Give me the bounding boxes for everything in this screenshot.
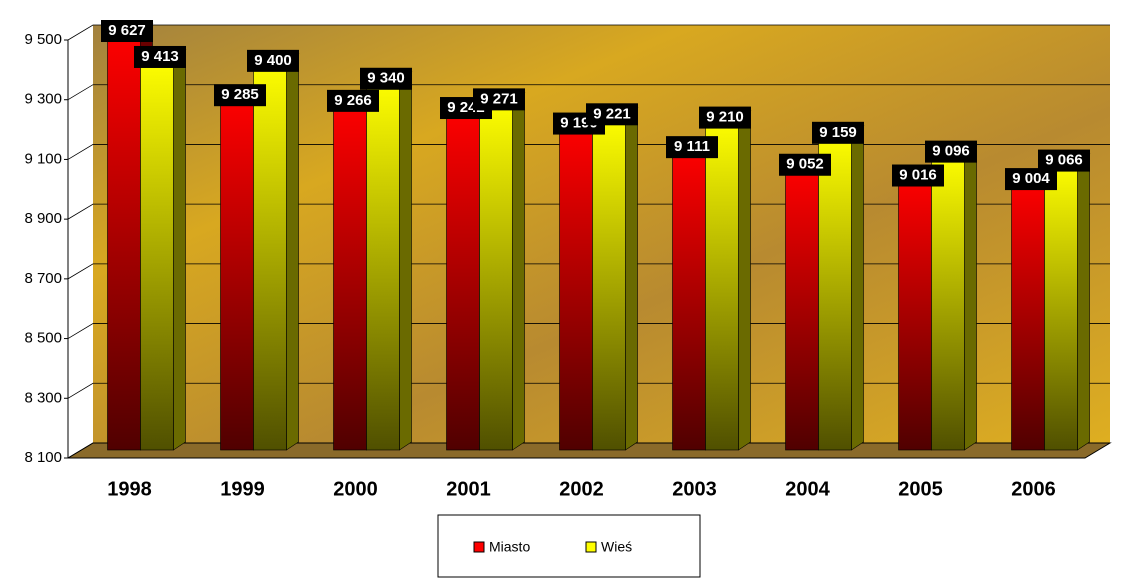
bar	[1043, 153, 1091, 451]
y-tick-label: 9 500	[24, 31, 62, 48]
data-label-bg	[779, 153, 831, 176]
data-label: 9 016	[899, 166, 937, 183]
data-label-bg	[699, 106, 751, 129]
bar	[704, 110, 752, 451]
bar	[930, 144, 978, 451]
grid-line	[67, 24, 1110, 41]
bar-side	[964, 144, 977, 451]
bar-front	[253, 61, 287, 451]
y-tick-label: 9 300	[24, 91, 62, 108]
bar-front	[446, 108, 480, 451]
data-label-bg	[1038, 149, 1090, 172]
data-label-bg	[214, 84, 266, 107]
legend-swatch	[473, 541, 485, 553]
bar-side	[1077, 153, 1090, 451]
x-tick-label: 2002	[559, 478, 604, 500]
data-label: 9 096	[932, 143, 970, 160]
x-tick-label: 2003	[672, 478, 717, 500]
data-label: 9 210	[706, 109, 744, 126]
data-label: 9 340	[367, 70, 405, 87]
data-label-bg	[892, 164, 944, 187]
bar-front	[592, 115, 626, 451]
bar-front	[107, 31, 141, 451]
bar-front	[479, 100, 513, 451]
bar-front	[220, 95, 254, 451]
x-tick-label: 2001	[446, 478, 491, 500]
bar-front	[140, 57, 174, 451]
grid-line	[67, 263, 1110, 280]
bar-front	[1011, 179, 1045, 451]
y-tick-label: 8 700	[24, 270, 62, 287]
data-label: 9 271	[480, 90, 518, 107]
bar	[591, 106, 639, 451]
x-tick-label: 2000	[333, 478, 378, 500]
bar-side	[625, 106, 638, 451]
bar-side	[512, 91, 525, 451]
grid-line	[67, 144, 1110, 160]
data-label-bg	[247, 49, 299, 72]
data-label-bg	[134, 45, 186, 68]
bar	[139, 49, 187, 451]
bar-side	[851, 125, 864, 451]
data-label: 9 052	[786, 156, 824, 173]
bar-front	[333, 101, 367, 451]
data-label-bg	[360, 67, 412, 90]
bar-side	[286, 53, 299, 451]
bar-front	[672, 147, 706, 451]
bar	[365, 71, 413, 451]
data-label-bg	[327, 89, 379, 112]
bar-side	[173, 49, 186, 451]
bars	[106, 23, 1091, 451]
x-tick-label: 2004	[785, 478, 830, 500]
x-tick-label: 1999	[220, 478, 265, 500]
y-tick-label: 8 300	[24, 389, 62, 406]
legend-swatch	[585, 541, 597, 553]
data-label-bg	[101, 20, 153, 42]
grid-line	[67, 84, 1110, 101]
data-label-bg	[473, 88, 525, 111]
data-label-bg	[666, 136, 718, 159]
bar-front	[705, 118, 739, 451]
data-label: 9 285	[221, 86, 259, 103]
bar-front	[1044, 161, 1078, 451]
bar-front	[366, 79, 400, 451]
bar-front	[931, 152, 965, 451]
data-label: 9 266	[334, 92, 372, 109]
data-label: 9 159	[819, 124, 857, 141]
data-label-bg	[925, 140, 977, 163]
data-label-bg	[586, 103, 638, 126]
data-label: 9 066	[1045, 152, 1083, 169]
bar-side	[738, 110, 751, 451]
y-tick-label: 8 500	[24, 330, 62, 347]
data-label: 9 111	[674, 138, 710, 155]
y-tick-label: 8 100	[24, 449, 62, 466]
grid-line	[67, 203, 1110, 220]
grid-line	[67, 382, 1110, 399]
grid-line	[67, 442, 1110, 459]
bar-side	[399, 71, 412, 451]
x-tick-label: 1998	[107, 478, 152, 500]
bar	[252, 53, 300, 451]
bar-front	[785, 165, 819, 451]
data-label: 9 627	[108, 22, 146, 39]
data-label: 9 221	[593, 105, 631, 122]
legend-label: Wieś	[601, 539, 632, 555]
grid-line	[67, 323, 1110, 339]
x-tick-label: 2005	[898, 478, 943, 500]
x-tick-label: 2006	[1011, 478, 1056, 500]
y-tick-label: 8 900	[24, 210, 62, 227]
bar-front	[818, 133, 852, 451]
legend-label: Miasto	[489, 539, 530, 555]
data-label: 9 400	[254, 52, 292, 69]
data-label: 9 004	[1012, 170, 1050, 187]
bar-front	[559, 124, 593, 451]
y-tick-label: 9 100	[24, 150, 62, 167]
bar	[478, 91, 526, 451]
data-label: 9 413	[141, 48, 179, 65]
bar-front	[898, 176, 932, 451]
data-label-bg	[812, 121, 864, 144]
data-label-bg	[1005, 168, 1057, 191]
